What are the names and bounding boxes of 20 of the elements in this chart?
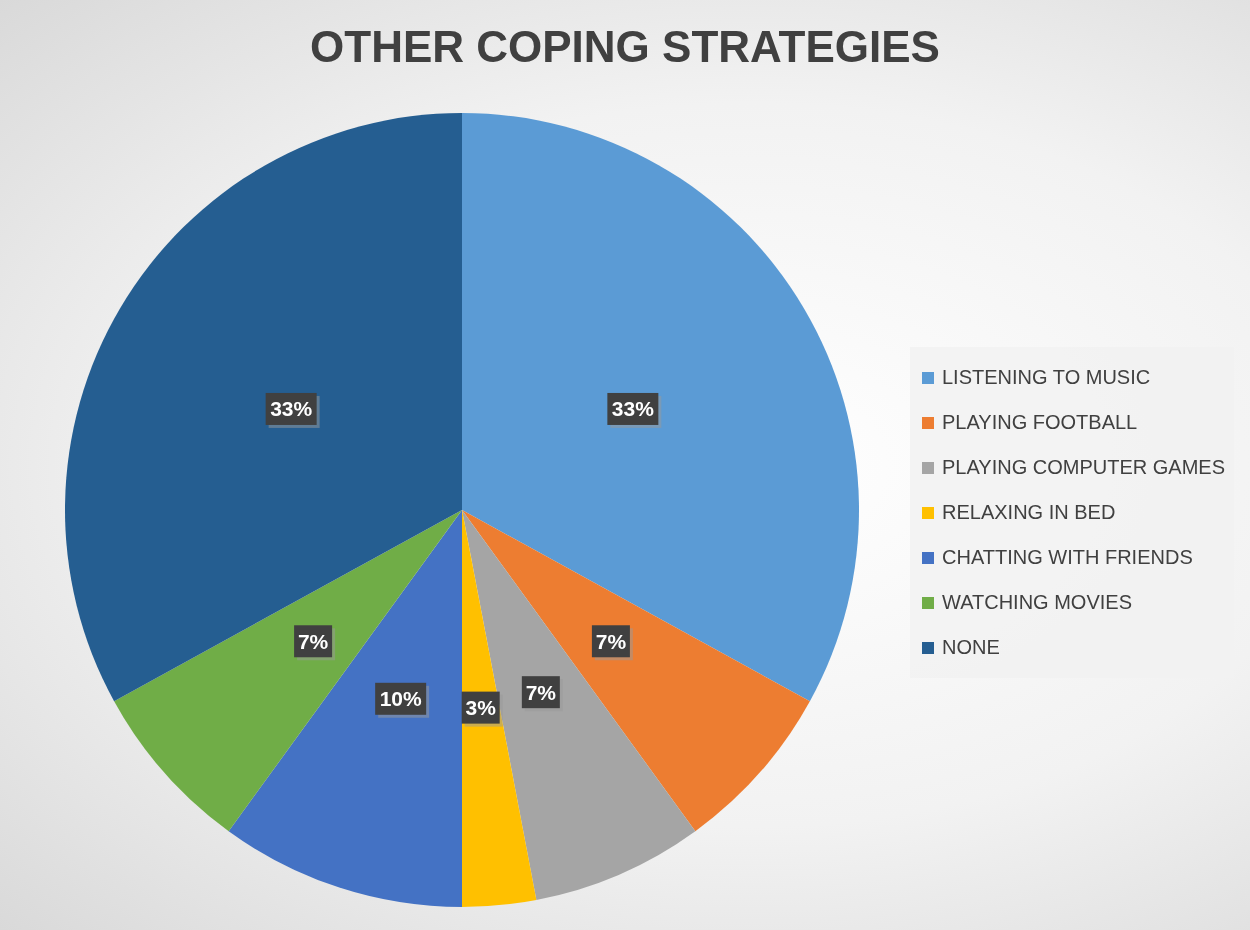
pie-slice [462, 510, 810, 832]
data-label: 3% [465, 696, 497, 720]
data-label: 33% [611, 397, 655, 421]
data-label: 7% [595, 629, 627, 653]
pie-slice [462, 510, 696, 900]
legend-label: PLAYING FOOTBALL [942, 411, 1138, 434]
pie-slice [114, 510, 462, 832]
legend-label: CHATTING WITH FRIENDS [942, 546, 1193, 569]
data-label: 7% [525, 680, 557, 704]
legend-label: WATCHING MOVIES [942, 591, 1132, 614]
legend-label: LISTENING TO MUSIC [942, 366, 1151, 389]
data-label: 10% [379, 687, 422, 711]
pie-slice [228, 510, 462, 907]
data-label: 7% [297, 629, 329, 653]
legend-label: RELAXING IN BED [942, 501, 1116, 524]
chart-title: OTHER COPING STRATEGIES [309, 22, 941, 72]
data-label: 33% [270, 397, 313, 421]
legend-label: NONE [942, 636, 1000, 659]
pie-slice [462, 113, 859, 702]
legend-label: PLAYING COMPUTER GAMES [942, 456, 1226, 479]
